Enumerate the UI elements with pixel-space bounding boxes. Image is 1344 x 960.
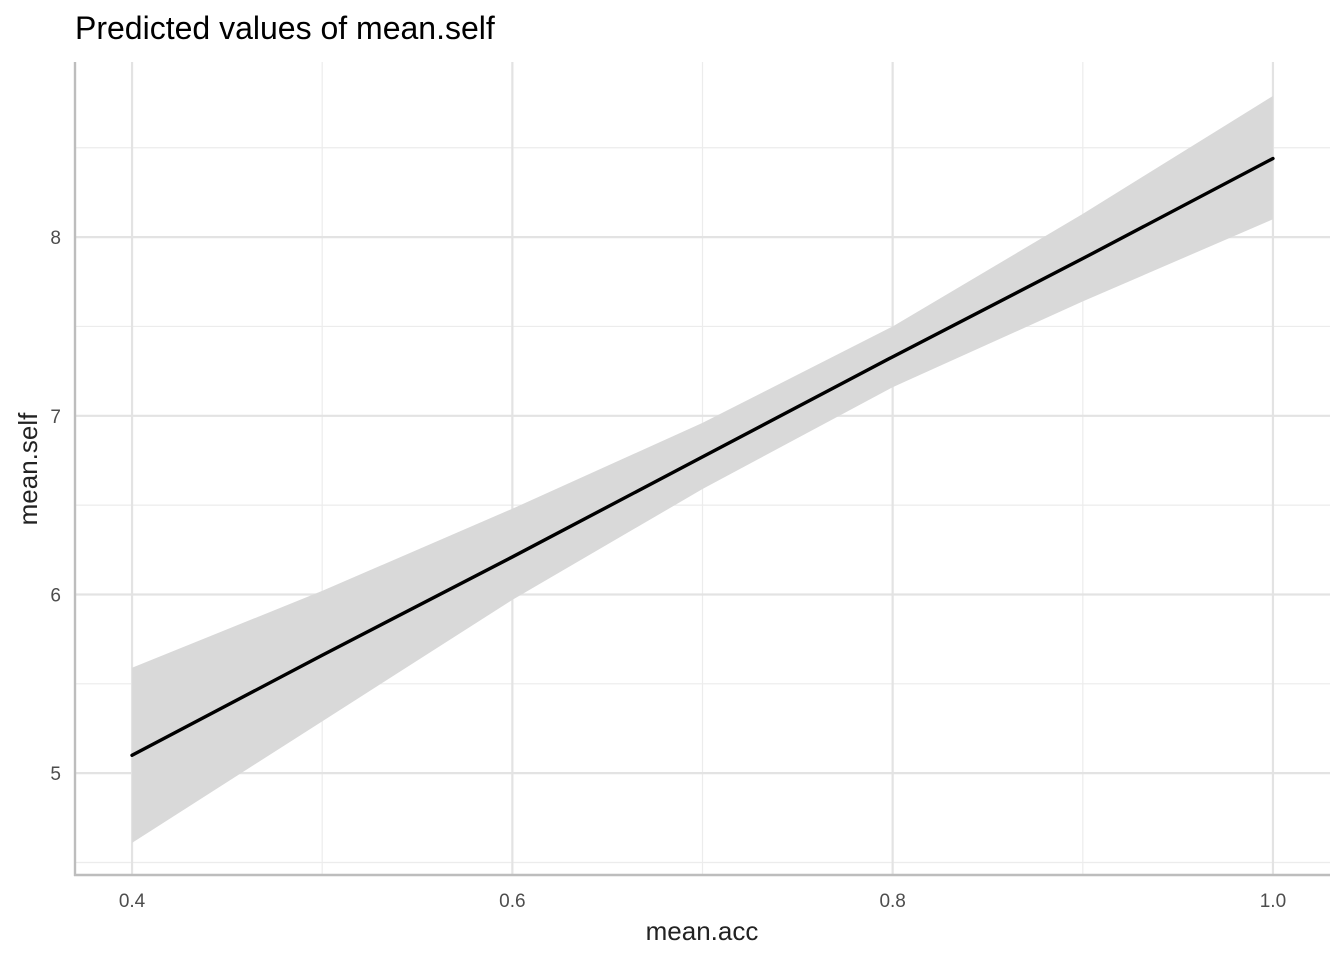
x-axis-title: mean.acc xyxy=(646,916,759,946)
y-tick-label: 8 xyxy=(50,228,61,249)
y-tick-label: 6 xyxy=(50,585,61,606)
prediction-line xyxy=(130,156,1275,757)
confidence-band-layer xyxy=(132,95,1273,843)
prediction-line-layer xyxy=(130,156,1275,757)
confidence-band xyxy=(132,95,1273,843)
chart-title: Predicted values of mean.self xyxy=(75,10,495,46)
y-tick-labels: 5 6 7 8 xyxy=(50,228,61,785)
x-tick-label: 0.8 xyxy=(879,891,905,912)
x-tick-labels: 0.4 0.6 0.8 1.0 xyxy=(119,891,1286,912)
axes xyxy=(73,62,1330,877)
x-tick-label: 1.0 xyxy=(1260,891,1286,912)
x-tick-label: 0.4 xyxy=(119,891,146,912)
y-axis-title: mean.self xyxy=(13,412,43,525)
y-tick-label: 7 xyxy=(50,407,61,428)
x-tick-label: 0.6 xyxy=(499,891,525,912)
y-tick-label: 5 xyxy=(50,764,61,785)
